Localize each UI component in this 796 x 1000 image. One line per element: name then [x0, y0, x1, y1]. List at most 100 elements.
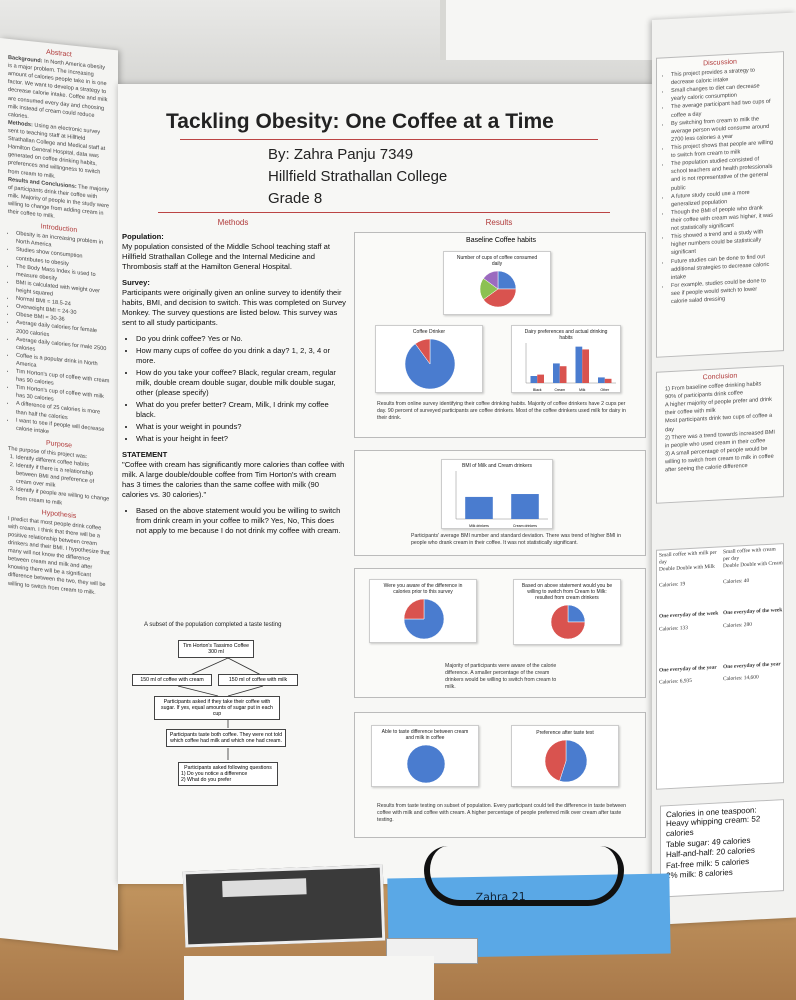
chart-taste-pref-title: Preference after taste test [536, 730, 594, 736]
results-heading: Results [485, 218, 513, 227]
chart-bmi-tick-label: Milk drinkers [469, 524, 489, 528]
survey-questions: Do you drink coffee? Yes or No. How many … [122, 334, 346, 444]
center-panel: Tackling Obesity: One Coffee at a Time B… [118, 84, 652, 884]
statement-question: Based on the above statement would you b… [136, 506, 346, 536]
flow-top: Tim Horton's Tassimo Coffee 300 ml [178, 640, 254, 658]
population-label: Population: [122, 232, 164, 241]
flow-left: 150 ml of coffee with cream [132, 674, 212, 686]
grade: Grade 8 [268, 190, 323, 207]
author: By: Zahra Panju 7349 [268, 146, 414, 163]
population-text: My population consisted of the Middle Sc… [122, 242, 330, 272]
conclusion-box: Conclusion 1) From baseline coffee drink… [656, 365, 784, 504]
chart-drinker: Coffee Drinker [375, 325, 483, 393]
chart-dairy-bar [553, 363, 560, 383]
calorie-table: Small coffee with milk per day Double Do… [656, 543, 784, 790]
chart-aware-slice [403, 598, 425, 620]
methods-column: Population: My population consisted of t… [122, 232, 346, 542]
chart-drinker-title: Coffee Drinker [412, 329, 446, 335]
school: Hillfield Strathallan College [268, 168, 448, 185]
flow-step3-q2: 2) What do you prefer [181, 777, 232, 783]
flow-step3-title: Participants asked following questions [184, 765, 272, 771]
chart-aware-slice [403, 598, 445, 640]
abstract-methods-text: Using an electronic survey sent to teach… [8, 122, 106, 180]
year-cream-label: One everyday of the year [723, 660, 781, 670]
chart-dairy-bar [604, 378, 612, 383]
survey-question: What do you prefer better? Cream, Milk, … [136, 400, 346, 420]
flow-step1: Participants asked if they take their co… [154, 696, 280, 720]
conclusion-list: 1) From baseline coffee drinking habits 9… [657, 379, 783, 475]
discussion-box: Discussion This project provides a strat… [656, 51, 784, 358]
chart-dairy-bar [598, 377, 605, 383]
background-text: In North America obesity is a major prob… [8, 58, 108, 120]
chart-bmi-bar [465, 496, 493, 519]
year-milk: Calories: 6,935 [659, 678, 692, 686]
chart-dairy-tick-label: Black [533, 388, 542, 392]
chart-cups-slice [483, 270, 499, 290]
chart-dairy-bar [530, 376, 538, 383]
cream-day: Calories: 40 [723, 578, 750, 586]
baseline-caption: Results from online survey identifying t… [377, 401, 626, 422]
chart-cups-slice [483, 288, 517, 308]
flow-step2: Participants taste both coffee. They wer… [166, 729, 286, 747]
poster-title: Tackling Obesity: One Coffee at a Time [166, 110, 554, 133]
aware-box: Were you aware of the difference in calo… [354, 568, 646, 698]
statement-label: STATEMENT [122, 450, 168, 460]
chart-dairy-bar [575, 346, 583, 383]
chart-switch: Based on above statement would you be wi… [513, 579, 621, 645]
year-milk-label: One everyday of the year [659, 664, 717, 674]
chart-switch-pie [550, 604, 586, 640]
introduction-list: Obesity is an increasing problem in Nort… [0, 228, 118, 443]
chart-drinker-pie [404, 338, 456, 390]
chart-taste-pref-slice [544, 739, 567, 782]
teaspoon-box: Calories in one teaspoon: Heavy whipping… [660, 799, 784, 898]
right-panel: Discussion This project provides a strat… [652, 12, 796, 925]
discussion-item: The population studied consisted of scho… [671, 155, 775, 193]
bmi-box: BMI of Milk and Cream drinkers Milk drin… [354, 450, 646, 556]
abstract-methods-label: Methods: [8, 119, 33, 129]
chart-taste-pref-pie [544, 739, 588, 783]
chart-bmi-bars: Milk drinkers Cream drinkers [455, 471, 548, 528]
baseline-title: Baseline Coffee habits [466, 237, 536, 244]
week-cream: Calories: 280 [723, 621, 752, 630]
chart-taste-pref-slice [559, 739, 588, 783]
chart-bmi-title: BMI of Milk and Cream drinkers [461, 463, 533, 469]
aware-caption: Majority of participants were aware of t… [445, 663, 557, 691]
chart-dairy-tick-label: Other [600, 388, 610, 392]
chart-bmi-bar [511, 494, 539, 519]
survey-question: How do you take your coffee? Black, regu… [136, 368, 346, 398]
methods-heading: Methods [217, 218, 249, 227]
survey-question: Do you drink coffee? Yes or No. [136, 334, 346, 344]
header-underline [158, 212, 610, 213]
abstract-section: Background: In North America obesity is … [0, 53, 118, 228]
chart-drinker-slice [414, 338, 431, 365]
chart-cups-slice [497, 270, 517, 290]
year-cream: Calories: 14,600 [723, 674, 759, 683]
chart-dairy: Dairy preferences and actual drinking ha… [511, 325, 621, 393]
flow-step3-q1: 1) Do you notice a difference [181, 771, 248, 777]
paper-sheet [184, 956, 434, 1000]
chart-bmi: BMI of Milk and Cream drinkers Milk drin… [441, 459, 553, 529]
calorie-milk-col: Small coffee with milk per day Double Do… [659, 549, 719, 686]
taste-box: Able to taste difference between cream a… [354, 712, 646, 838]
chart-aware: Were you aware of the difference in calo… [369, 579, 477, 643]
chart-taste-diff-title: Able to taste difference between cream a… [381, 729, 469, 741]
chart-bmi-tick-label: Cream drinkers [513, 524, 537, 528]
calorie-cream-col: Small coffee with cream per day Double D… [723, 546, 783, 683]
chart-taste-diff-pie [406, 744, 446, 784]
notebook-label [222, 878, 307, 898]
milk-day: Calories: 19 [659, 581, 686, 589]
week-milk-label: One everyday of the week [659, 610, 719, 620]
chart-cups-title: Number of cups of coffee consumed daily [456, 255, 538, 267]
bmi-caption: Participants' average BMI number and sta… [411, 533, 621, 547]
chart-cups-pie [479, 270, 517, 308]
survey-label: Survey: [122, 278, 150, 288]
abstract-results-text: The majority of participants drink their… [8, 183, 110, 220]
week-milk: Calories: 133 [659, 624, 688, 633]
flow-step3: Participants asked following questions 1… [178, 762, 278, 786]
chart-switch-slice [550, 604, 586, 640]
chart-dairy-bars: Black Cream Milk Other [525, 343, 616, 392]
notebook [182, 864, 386, 948]
survey-question: What is your weight in pounds? [136, 422, 346, 432]
chart-dairy-title: Dairy preferences and actual drinking ha… [524, 329, 608, 341]
conclusion-item: 3) A small percentage of people would be… [665, 445, 774, 474]
